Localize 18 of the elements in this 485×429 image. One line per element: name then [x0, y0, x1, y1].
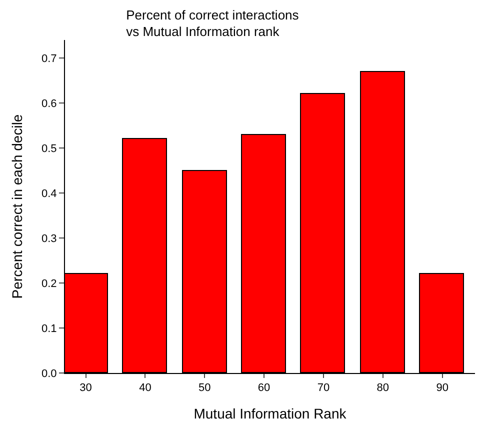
y-tick-label: 0.1	[42, 322, 57, 335]
chart-title: Percent of correct interactions vs Mutual Information rank	[126, 7, 300, 40]
y-tick-label: 0.7	[42, 52, 57, 65]
x-tick-label: 80	[376, 382, 390, 394]
y-axis-title: Percent correct in each decile	[9, 114, 26, 299]
x-tick-label: 90	[436, 382, 448, 394]
x-tick-label: 60	[258, 382, 270, 394]
x-tick-label: 30	[80, 382, 92, 394]
y-tick-label: 0.6	[42, 98, 57, 110]
y-tick-label: 0.2	[42, 278, 57, 290]
x-tick-label: 40	[139, 382, 152, 394]
y-tick-label: 0.5	[42, 142, 57, 155]
x-axis-title: Mutual Information Rank	[194, 406, 348, 422]
x-tick-label: 50	[198, 382, 211, 394]
y-tick-label: 0.4	[42, 188, 57, 200]
y-tick-label: 0.3	[42, 232, 57, 245]
x-tick-label: 70	[317, 382, 330, 394]
y-tick-label: 0.0	[42, 368, 57, 380]
